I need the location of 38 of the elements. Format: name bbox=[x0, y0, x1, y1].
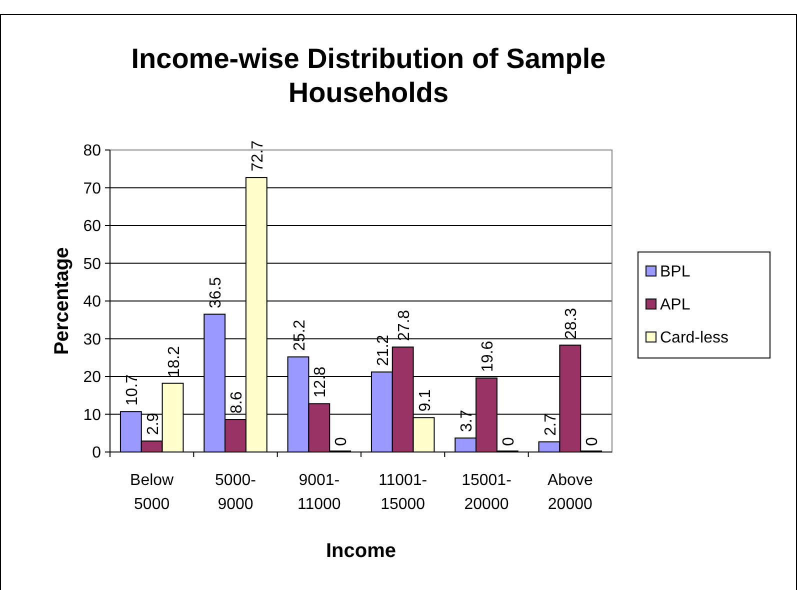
data-label: 3.7 bbox=[458, 410, 476, 432]
y-tick-label: 40 bbox=[83, 294, 102, 311]
x-axis-title: Income bbox=[326, 540, 396, 562]
chart-title: Income-wise Distribution of Sample Households bbox=[131, 43, 606, 108]
y-axis-title: Percentage bbox=[51, 247, 73, 355]
y-tick-label: 70 bbox=[83, 180, 102, 198]
data-label: 25.2 bbox=[291, 320, 308, 351]
data-label: 72.7 bbox=[249, 140, 266, 172]
x-tick-label: Above 20000 bbox=[547, 472, 593, 513]
data-label: 8.6 bbox=[228, 391, 246, 414]
data-label: 0 bbox=[500, 437, 518, 446]
data-label: 10.7 bbox=[124, 374, 141, 406]
x-tick-label: 15001-20000 bbox=[462, 472, 512, 513]
y-tick-label: 30 bbox=[83, 331, 102, 348]
y-tick-label: 20 bbox=[83, 369, 102, 386]
data-label: 21.2 bbox=[374, 334, 392, 366]
data-label: 19.6 bbox=[480, 340, 496, 372]
data-label: 0 bbox=[333, 437, 350, 446]
data-label: 0 bbox=[584, 437, 602, 446]
x-tick-label: 5000-9000 bbox=[215, 472, 256, 513]
y-tick-label: 50 bbox=[83, 256, 102, 273]
legend-label: Card-less bbox=[660, 330, 728, 347]
y-tick-label: 80 bbox=[83, 142, 102, 160]
data-label: 27.8 bbox=[396, 310, 413, 342]
legend-label: APL bbox=[660, 296, 690, 314]
y-tick-label: 60 bbox=[83, 218, 102, 236]
data-label: 28.3 bbox=[563, 308, 580, 340]
data-label: 12.8 bbox=[312, 366, 330, 398]
legend-label: BPL bbox=[660, 264, 690, 281]
x-tick-label: 11001-15000 bbox=[378, 472, 428, 513]
x-tick-label: Below 5000 bbox=[130, 472, 174, 513]
data-label: 9.1 bbox=[416, 389, 434, 412]
data-label: 2.9 bbox=[144, 412, 162, 436]
y-tick-label: 0 bbox=[92, 444, 102, 462]
data-label: 2.7 bbox=[542, 413, 560, 436]
y-tick-label: 10 bbox=[83, 406, 102, 424]
data-label: 18.2 bbox=[166, 346, 183, 378]
x-tick-label: 9001-11000 bbox=[298, 472, 341, 513]
